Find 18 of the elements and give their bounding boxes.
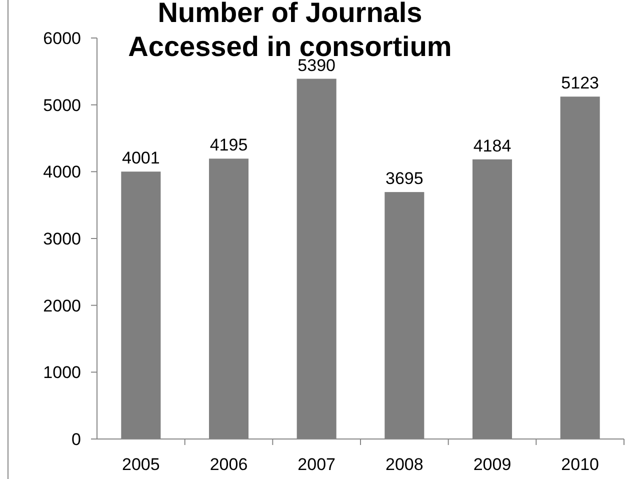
y-tick-label: 4000 bbox=[43, 162, 81, 182]
x-tick-label: 2005 bbox=[122, 455, 160, 474]
y-tick-label: 5000 bbox=[43, 96, 81, 115]
y-tick-label: 2000 bbox=[43, 296, 81, 316]
x-tick-label: 2009 bbox=[473, 455, 512, 474]
data-label: 3695 bbox=[386, 169, 424, 188]
x-tick-label: 2006 bbox=[210, 455, 248, 474]
data-label: 5123 bbox=[561, 74, 599, 93]
y-tick-label: 0 bbox=[72, 430, 81, 449]
y-tick-label: 6000 bbox=[43, 28, 81, 48]
x-tick-label: 2007 bbox=[298, 455, 336, 474]
data-label: 4195 bbox=[210, 136, 248, 155]
x-tick-label: 2008 bbox=[386, 455, 424, 474]
y-tick-label: 1000 bbox=[43, 363, 81, 382]
data-label: 4184 bbox=[473, 136, 512, 156]
y-tick-label: 3000 bbox=[43, 229, 81, 248]
data-label: 4001 bbox=[122, 148, 160, 168]
x-tick-label: 2010 bbox=[561, 455, 599, 474]
